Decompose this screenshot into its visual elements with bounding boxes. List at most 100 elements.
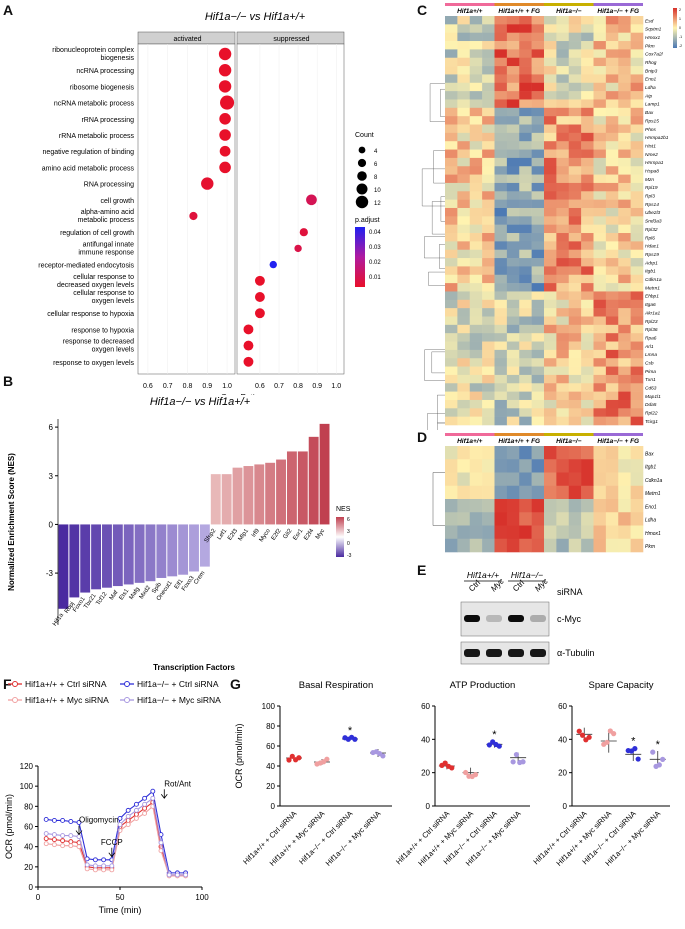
enrichment-point <box>269 260 277 269</box>
heat-cell <box>506 383 520 392</box>
heat-cell <box>618 512 631 526</box>
heat-cell <box>630 316 644 326</box>
heat-cell <box>581 349 594 359</box>
heat-cell <box>581 174 594 184</box>
heat-cell <box>494 124 508 134</box>
heat-cell <box>605 132 619 142</box>
facet-panel <box>236 43 345 375</box>
heat-cell <box>618 32 631 42</box>
heat-cell <box>531 446 545 460</box>
heat-cell <box>618 249 631 259</box>
data-point <box>125 817 131 823</box>
heat-cell <box>531 299 545 309</box>
heat-cell <box>506 408 520 417</box>
nes-bar <box>145 524 156 582</box>
heat-cell <box>568 216 582 225</box>
heat-cell <box>506 99 520 109</box>
heat-cell <box>469 512 483 526</box>
heat-cell <box>494 166 508 175</box>
heat-cell <box>469 82 483 92</box>
heat-cell <box>630 233 644 242</box>
heat-cell <box>482 124 495 134</box>
western-blot-e: Hif1a+/+ Hif1a−/−Ctrl Myc Ctrl Myc siRNAc-Myc… <box>460 570 594 665</box>
heat-cell <box>445 349 458 359</box>
heat-cell <box>544 349 557 359</box>
heat-cell <box>605 408 619 417</box>
heat-cell <box>593 91 607 100</box>
y-tick-label: -3 <box>46 569 54 578</box>
heat-cell <box>544 308 557 317</box>
heat-cell <box>568 49 582 59</box>
heat-cell <box>457 141 471 150</box>
heat-cell <box>581 316 594 326</box>
heat-cell <box>519 446 532 460</box>
heat-cell <box>568 166 582 175</box>
legend-count-label: 6 <box>374 162 378 168</box>
heat-cell <box>593 512 607 526</box>
data-point <box>133 811 139 817</box>
heat-cell <box>457 149 471 159</box>
heat-cell <box>506 324 520 334</box>
heat-cell <box>556 485 570 500</box>
subplot-title: Spare Capacity <box>589 680 654 691</box>
heat-cell <box>531 485 545 500</box>
nes-bar <box>232 467 243 525</box>
heat-cell <box>445 291 458 301</box>
heat-cell <box>469 99 483 109</box>
legend-count-dot <box>357 171 367 181</box>
heat-cell <box>544 316 557 326</box>
heat-cell <box>445 207 458 217</box>
heat-cell <box>581 299 594 309</box>
tubulin-band <box>508 649 524 657</box>
heat-cell <box>531 283 545 292</box>
heat-cell <box>593 366 607 376</box>
heat-cell <box>556 74 570 84</box>
gene-label: Arl1 <box>644 344 654 350</box>
heat-cell <box>568 485 582 500</box>
heat-cell <box>618 182 631 192</box>
data-point <box>51 817 57 823</box>
heat-cell <box>519 233 532 242</box>
heat-cell <box>445 249 458 259</box>
heat-cell <box>445 91 458 100</box>
heat-cell <box>445 32 458 42</box>
heat-cell <box>618 66 631 75</box>
heat-cell <box>457 132 471 142</box>
group-color-bar <box>544 3 594 6</box>
heat-cell <box>581 166 594 175</box>
y-tick-label: 80 <box>266 722 275 731</box>
heat-cell <box>544 191 557 200</box>
cmyc-band <box>486 615 502 622</box>
heat-cell <box>531 512 545 526</box>
replicate-point <box>352 736 358 742</box>
heat-cell <box>469 324 483 334</box>
heat-cell <box>630 199 644 209</box>
gene-label: Rhog <box>645 60 657 66</box>
heat-cell <box>618 107 631 117</box>
heat-cell <box>593 349 607 359</box>
heat-cell <box>519 485 532 500</box>
data-point <box>60 833 66 839</box>
y-tick-label: 40 <box>558 735 567 744</box>
heat-cell <box>519 24 532 33</box>
gene-label: Rps14 <box>645 202 659 208</box>
tf-label: Lef1 <box>217 528 229 542</box>
heat-cell <box>618 157 631 167</box>
heat-cell <box>494 308 508 317</box>
heat-cell <box>457 66 471 75</box>
heat-cell <box>457 459 471 473</box>
heat-cell <box>457 374 471 384</box>
y-tick-label: 20 <box>266 782 275 791</box>
heat-cell <box>469 32 483 42</box>
replicate-point <box>510 759 516 765</box>
heat-cell <box>494 233 508 242</box>
heat-cell <box>482 308 495 317</box>
heat-cell <box>593 249 607 259</box>
heat-cell <box>457 216 471 225</box>
data-point <box>68 833 74 839</box>
heat-cell <box>482 216 495 225</box>
heat-cell <box>605 324 619 334</box>
heat-cell <box>482 249 495 259</box>
legend-label: Hif1a−/− + Myc siRNA <box>137 695 221 705</box>
heat-cell <box>469 316 483 326</box>
